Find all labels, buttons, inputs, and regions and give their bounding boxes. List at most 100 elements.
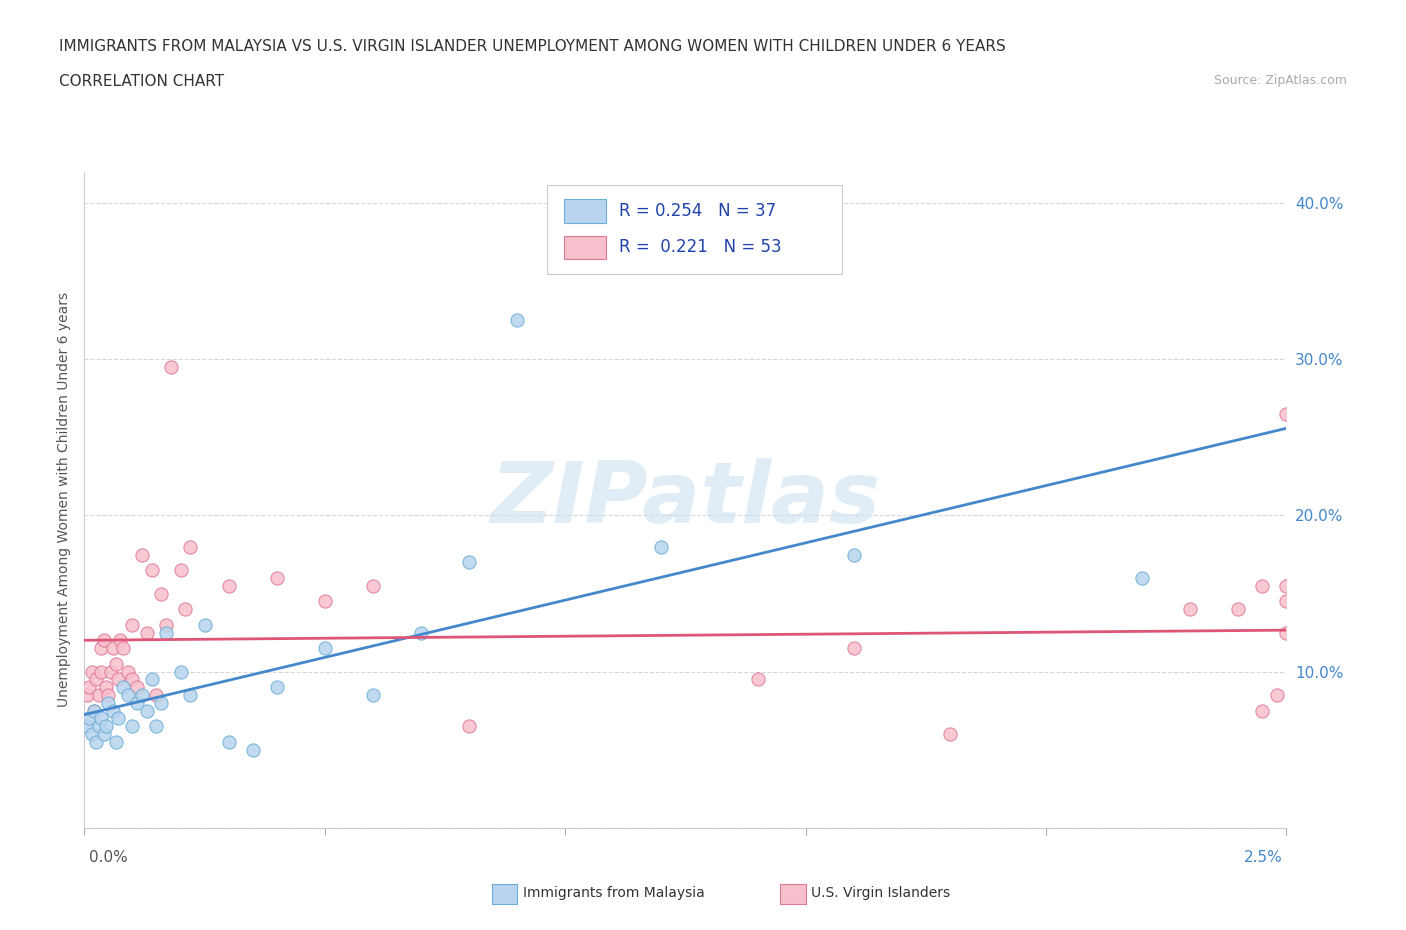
Point <box>939 726 962 741</box>
Point <box>1265 687 1288 702</box>
Text: R =  0.221   N = 53: R = 0.221 N = 53 <box>619 238 782 257</box>
Point <box>103 641 125 656</box>
Point <box>145 687 167 702</box>
Point <box>110 633 132 648</box>
Point <box>1275 578 1298 593</box>
Point <box>266 680 288 695</box>
Point <box>150 586 173 601</box>
Y-axis label: Unemployment Among Women with Children Under 6 years: Unemployment Among Women with Children U… <box>58 292 72 708</box>
Point <box>1227 602 1250 617</box>
Point <box>1299 578 1322 593</box>
Point <box>242 742 264 757</box>
Point <box>97 696 120 711</box>
Point <box>1275 406 1298 421</box>
Point <box>1275 625 1298 640</box>
Point <box>94 680 117 695</box>
Point <box>141 672 163 687</box>
Point <box>93 633 115 648</box>
Point <box>194 618 217 632</box>
Point <box>155 618 177 632</box>
Point <box>121 618 143 632</box>
Point <box>107 672 129 687</box>
Point <box>121 672 143 687</box>
Text: Immigrants from Malaysia: Immigrants from Malaysia <box>523 885 704 900</box>
Point <box>107 711 129 725</box>
Point <box>409 625 432 640</box>
Point <box>314 641 336 656</box>
Point <box>121 719 143 734</box>
Text: R = 0.254   N = 37: R = 0.254 N = 37 <box>619 202 776 219</box>
Point <box>160 360 183 375</box>
Point <box>93 726 115 741</box>
Point <box>155 625 177 640</box>
Point <box>458 719 481 734</box>
Point <box>135 703 157 718</box>
Point <box>97 687 120 702</box>
Point <box>842 641 865 656</box>
Point <box>76 687 98 702</box>
Point <box>1285 711 1308 725</box>
Text: CORRELATION CHART: CORRELATION CHART <box>59 74 224 89</box>
Point <box>1180 602 1202 617</box>
Point <box>117 664 139 679</box>
Point <box>361 687 384 702</box>
Point <box>103 703 125 718</box>
Point <box>87 687 110 702</box>
Point <box>90 664 112 679</box>
Point <box>1285 687 1308 702</box>
Point <box>174 602 197 617</box>
Point <box>86 672 108 687</box>
Point <box>83 703 105 718</box>
Point <box>361 578 384 593</box>
Point <box>1289 703 1312 718</box>
Point <box>458 555 481 570</box>
Point <box>1251 703 1274 718</box>
Point <box>314 594 336 609</box>
Point <box>1289 594 1312 609</box>
Point <box>80 664 103 679</box>
FancyBboxPatch shape <box>547 185 842 273</box>
Point <box>131 687 153 702</box>
Point <box>77 680 100 695</box>
Text: ZIPatlas: ZIPatlas <box>491 458 880 541</box>
Point <box>650 539 672 554</box>
Point <box>117 687 139 702</box>
Bar <box>564 235 606 259</box>
Text: 0.0%: 0.0% <box>89 850 128 865</box>
Text: Source: ZipAtlas.com: Source: ZipAtlas.com <box>1213 74 1347 87</box>
Point <box>111 641 134 656</box>
Point <box>127 680 149 695</box>
Point <box>218 735 240 750</box>
Point <box>1251 578 1274 593</box>
Point <box>169 664 191 679</box>
Point <box>77 711 100 725</box>
Point <box>141 563 163 578</box>
Point <box>266 570 288 585</box>
Point <box>131 547 153 562</box>
Point <box>135 625 157 640</box>
Point <box>150 696 173 711</box>
Point <box>94 719 117 734</box>
Point <box>842 547 865 562</box>
Text: U.S. Virgin Islanders: U.S. Virgin Islanders <box>811 885 950 900</box>
Point <box>218 578 240 593</box>
Bar <box>564 199 606 222</box>
Point <box>83 703 105 718</box>
Point <box>127 696 149 711</box>
Text: IMMIGRANTS FROM MALAYSIA VS U.S. VIRGIN ISLANDER UNEMPLOYMENT AMONG WOMEN WITH C: IMMIGRANTS FROM MALAYSIA VS U.S. VIRGIN … <box>59 39 1005 54</box>
Point <box>86 735 108 750</box>
Point <box>90 641 112 656</box>
Point <box>145 719 167 734</box>
Point <box>80 726 103 741</box>
Text: 2.5%: 2.5% <box>1243 850 1282 865</box>
Point <box>104 657 127 671</box>
Point <box>169 563 191 578</box>
Point <box>179 539 201 554</box>
Point <box>1275 594 1298 609</box>
Point <box>111 680 134 695</box>
Point <box>179 687 201 702</box>
Point <box>747 672 769 687</box>
Point <box>100 664 122 679</box>
Point <box>1130 570 1153 585</box>
Point <box>76 719 98 734</box>
